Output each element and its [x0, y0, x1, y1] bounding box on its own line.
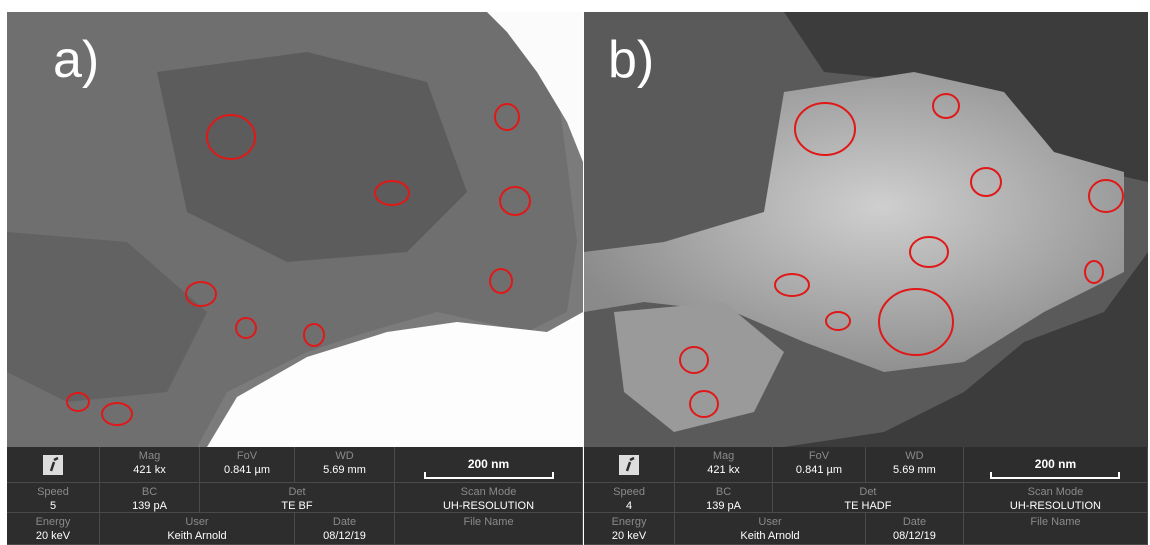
- info-value: UH-RESOLUTION: [964, 500, 1147, 512]
- info-label: Speed: [584, 486, 674, 498]
- info-label: User: [675, 516, 865, 528]
- panel-label: a): [53, 30, 99, 90]
- scale-bar: [424, 472, 554, 480]
- info-value: 08/12/19: [295, 530, 394, 542]
- info-value: 0.841 µm: [773, 464, 865, 476]
- scale-bar: [990, 472, 1120, 480]
- info-value: 0.841 µm: [200, 464, 294, 476]
- info-value: 08/12/19: [866, 530, 963, 542]
- info-cell: Speed 5: [7, 483, 100, 513]
- micrograph: [584, 12, 1148, 447]
- info-label: Det: [200, 486, 394, 498]
- info-cell: Energy 20 keV: [7, 513, 100, 545]
- panel-label: b): [608, 30, 654, 90]
- info-cell: Date 08/12/19: [866, 513, 964, 545]
- info-cell: Scan Mode UH-RESOLUTION: [395, 483, 583, 513]
- info-label: BC: [100, 486, 199, 498]
- info-value: UH-RESOLUTION: [395, 500, 582, 512]
- info-label: Mag: [100, 450, 199, 462]
- scale-bar-label: 200 nm: [964, 457, 1147, 471]
- info-value: 5.69 mm: [866, 464, 963, 476]
- info-cell: 200 nm: [964, 447, 1148, 483]
- info-value: TE BF: [200, 500, 394, 512]
- logo: [41, 453, 65, 477]
- info-cell: Scan Mode UH-RESOLUTION: [964, 483, 1148, 513]
- info-cell: Date 08/12/19: [295, 513, 395, 545]
- info-value: 139 pA: [675, 500, 772, 512]
- info-label: WD: [295, 450, 394, 462]
- info-label: Scan Mode: [395, 486, 582, 498]
- info-cell: BC 139 pA: [100, 483, 200, 513]
- info-cell: File Name: [964, 513, 1148, 545]
- info-label: Date: [295, 516, 394, 528]
- info-cell: User Keith Arnold: [675, 513, 866, 545]
- page: a) Mag421 kxFoV0.841 µmWD5.69 mm200 nmSp…: [0, 0, 1150, 545]
- info-value: 421 kx: [100, 464, 199, 476]
- info-cell: Det TE HADF: [773, 483, 964, 513]
- info-value: Keith Arnold: [100, 530, 294, 542]
- info-label: Mag: [675, 450, 772, 462]
- info-cell: Energy 20 keV: [584, 513, 675, 545]
- info-label: File Name: [395, 516, 582, 528]
- info-value: 4: [584, 500, 674, 512]
- info-cell: FoV 0.841 µm: [200, 447, 295, 483]
- info-label: BC: [675, 486, 772, 498]
- info-label: Energy: [7, 516, 99, 528]
- info-cell: 200 nm: [395, 447, 583, 483]
- info-value: 421 kx: [675, 464, 772, 476]
- info-label: FoV: [200, 450, 294, 462]
- info-value: TE HADF: [773, 500, 963, 512]
- info-value: 5.69 mm: [295, 464, 394, 476]
- logo-cell: [584, 447, 675, 483]
- info-label: Energy: [584, 516, 674, 528]
- info-label: File Name: [964, 516, 1147, 528]
- info-cell: Det TE BF: [200, 483, 395, 513]
- info-cell: Speed 4: [584, 483, 675, 513]
- info-value: 20 keV: [7, 530, 99, 542]
- info-cell: File Name: [395, 513, 583, 545]
- info-cell: User Keith Arnold: [100, 513, 295, 545]
- info-cell: FoV 0.841 µm: [773, 447, 866, 483]
- info-cell: WD 5.69 mm: [295, 447, 395, 483]
- info-label: Speed: [7, 486, 99, 498]
- info-label: FoV: [773, 450, 865, 462]
- info-label: Det: [773, 486, 963, 498]
- info-value: 139 pA: [100, 500, 199, 512]
- info-cell: Mag 421 kx: [100, 447, 200, 483]
- info-value: 5: [7, 500, 99, 512]
- info-value: 20 keV: [584, 530, 674, 542]
- info-cell: Mag 421 kx: [675, 447, 773, 483]
- info-cell: WD 5.69 mm: [866, 447, 964, 483]
- scale-bar-label: 200 nm: [395, 457, 582, 471]
- info-label: Date: [866, 516, 963, 528]
- info-label: WD: [866, 450, 963, 462]
- info-label: User: [100, 516, 294, 528]
- info-cell: BC 139 pA: [675, 483, 773, 513]
- logo: [617, 453, 641, 477]
- info-label: Scan Mode: [964, 486, 1147, 498]
- logo-cell: [7, 447, 100, 483]
- info-value: Keith Arnold: [675, 530, 865, 542]
